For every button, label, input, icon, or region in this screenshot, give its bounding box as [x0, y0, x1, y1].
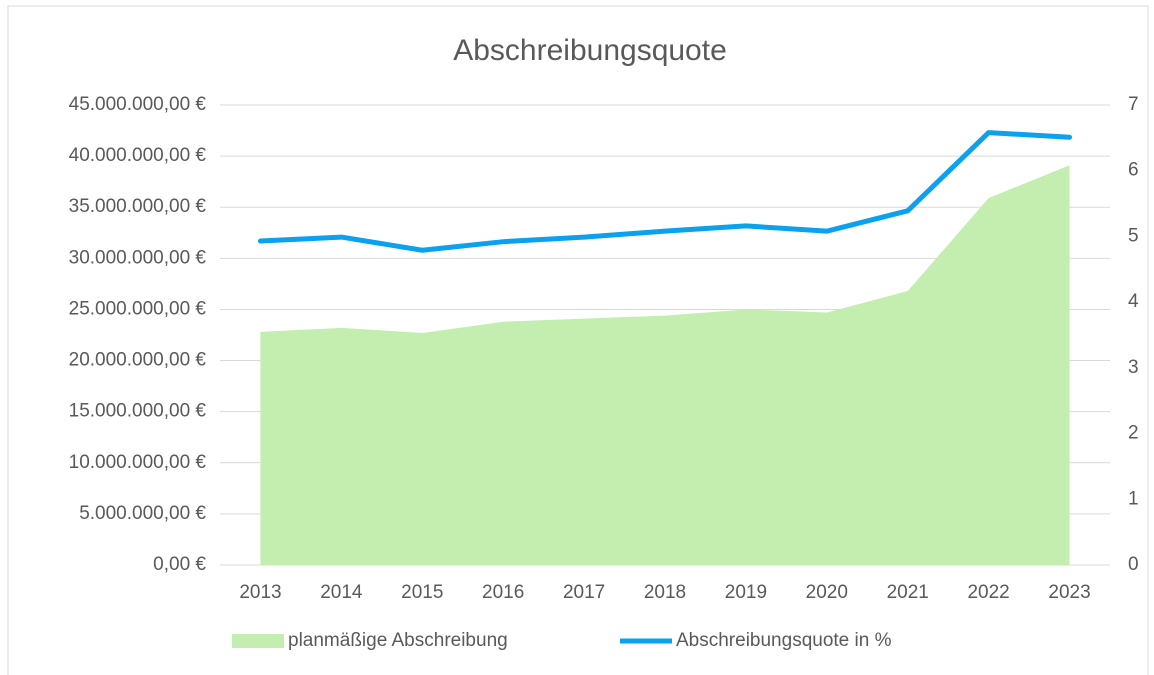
area: [260, 165, 1070, 566]
x-tick-label: 2018: [644, 582, 686, 603]
y-tick-label: 25.000.000,00 €: [69, 298, 207, 319]
y2-tick-label: 4: [1128, 291, 1139, 312]
y-tick-label: 40.000.000,00 €: [69, 145, 207, 166]
y-tick-label: 15.000.000,00 €: [69, 401, 207, 422]
y2-tick-label: 1: [1128, 488, 1139, 509]
legend-label: planmäßige Abschreibung: [288, 630, 508, 651]
y-tick-label: 35.000.000,00 €: [69, 196, 207, 217]
line: [257, 130, 1073, 253]
x-tick-label: 2017: [563, 582, 605, 603]
x-tick-label: 2023: [1048, 582, 1090, 603]
y-tick-label: 0,00 €: [153, 554, 206, 575]
x-tick-label: 2021: [887, 582, 929, 603]
chart-title: Abschreibungsquote: [453, 34, 727, 67]
y2-tick-label: 0: [1128, 554, 1139, 575]
y-tick-label: 5.000.000,00 €: [79, 503, 206, 524]
y-tick-label: 20.000.000,00 €: [69, 350, 207, 371]
x-tick-label: 2014: [320, 582, 363, 603]
legend-swatch: [232, 634, 284, 648]
x-tick-label: 2022: [967, 582, 1009, 603]
y2-tick-label: 5: [1128, 225, 1139, 246]
legend-label: Abschreibungsquote in %: [676, 630, 892, 651]
y2-tick-label: 6: [1128, 160, 1139, 181]
x-tick-label: 2019: [725, 582, 767, 603]
y-tick-label: 10.000.000,00 €: [69, 452, 207, 473]
y2-tick-label: 3: [1128, 357, 1139, 378]
x-tick-label: 2013: [239, 582, 281, 603]
x-tick-label: 2020: [806, 582, 848, 603]
y2-tick-label: 7: [1128, 94, 1139, 115]
x-tick-label: 2015: [401, 582, 443, 603]
x-tick-label: 2016: [482, 582, 524, 603]
y2-tick-label: 2: [1128, 423, 1139, 444]
y-tick-label: 30.000.000,00 €: [69, 247, 207, 268]
y-tick-label: 45.000.000,00 €: [69, 94, 207, 115]
